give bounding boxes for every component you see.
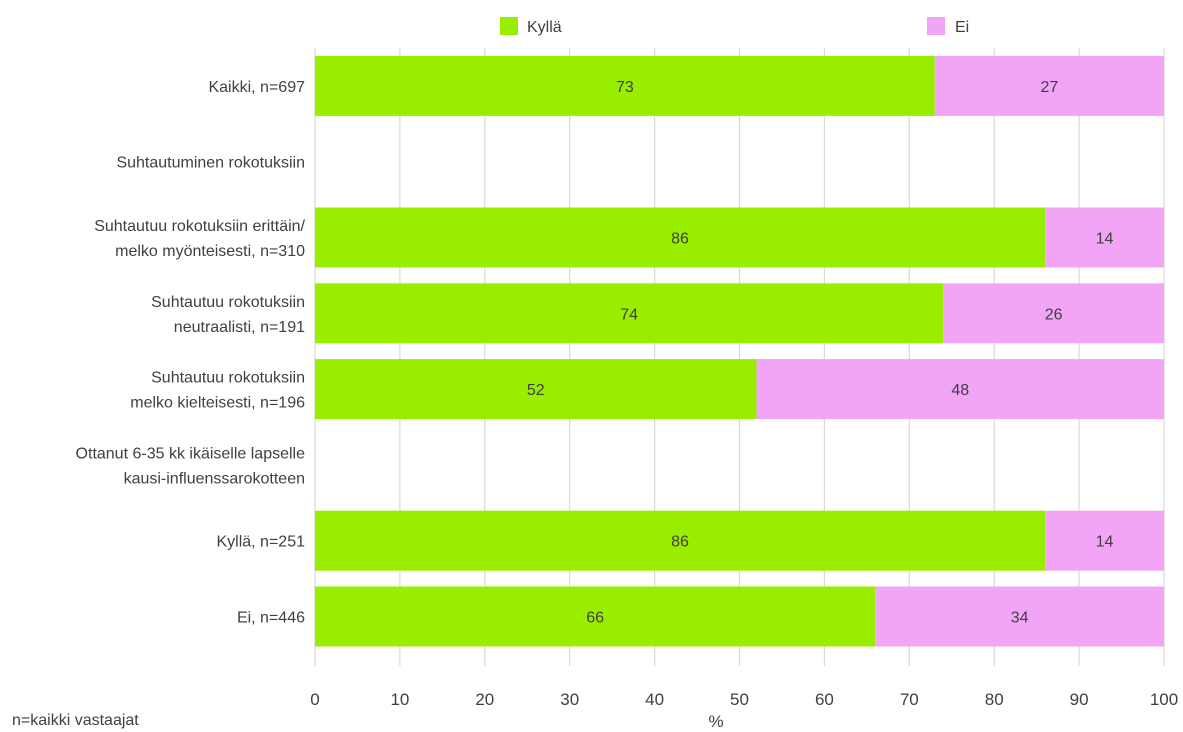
data-label: 74 — [620, 306, 638, 323]
category-label: Ottanut 6-35 kk ikäiselle lapselle kausi-… — [76, 445, 306, 487]
bar-ei — [934, 55, 1164, 116]
data-label: 14 — [1096, 534, 1114, 551]
x-tick-label: 0 — [310, 690, 319, 709]
category-label: Suhtautuu rokotuksiin neutraalisti, n=191 — [151, 294, 305, 336]
x-tick-label: 90 — [1070, 690, 1089, 709]
x-tick-label: 80 — [985, 690, 1004, 709]
category-label: Suhtautuu rokotuksiin erittäin/melko myö… — [94, 218, 305, 260]
x-tick-label: 40 — [645, 690, 664, 709]
bar-kylla — [315, 55, 935, 116]
bars: 73 27 86 14 74 26 52 48 86 14 66 34 — [315, 55, 1164, 647]
category-label: Kyllä, n=251 — [216, 534, 305, 551]
bar-ei — [756, 359, 1164, 420]
legend-swatch — [500, 17, 518, 35]
x-tick-label: 50 — [730, 690, 749, 709]
bar-ei — [875, 586, 1164, 647]
data-label: 14 — [1096, 231, 1114, 248]
gridlines — [314, 48, 1165, 666]
x-tick-label: 70 — [900, 690, 919, 709]
x-tick-label: 30 — [560, 690, 579, 709]
category-label: Suhtautuminen rokotuksiin — [116, 155, 305, 172]
bar-kylla — [315, 359, 757, 420]
data-label: 52 — [527, 382, 545, 399]
data-label: 27 — [1040, 79, 1058, 96]
data-label: 86 — [671, 534, 689, 551]
bar-kylla — [315, 283, 944, 344]
footnote: n=kaikki vastaajat — [12, 712, 139, 729]
legend-swatch — [927, 17, 945, 35]
x-tick-labels: 0 10 20 30 40 50 60 70 80 90 100 — [310, 690, 1178, 709]
x-tick-label: 100 — [1150, 690, 1178, 709]
legend-label: Ei — [955, 19, 969, 36]
bar-ei — [943, 283, 1164, 344]
data-label: 34 — [1011, 610, 1029, 627]
category-label: Kaikki, n=697 — [208, 79, 305, 96]
category-label: Suhtautuu rokotuksiin melko kielteisesti,… — [130, 370, 305, 412]
category-labels: Kaikki, n=697 Suhtautuminen rokotuksiin Su… — [76, 79, 306, 627]
category-label: Ei, n=446 — [237, 610, 305, 627]
legend-label: Kyllä — [527, 19, 562, 36]
data-label: 86 — [671, 231, 689, 248]
bar-kylla — [315, 207, 1046, 268]
x-axis-label: % — [708, 712, 723, 731]
data-label: 73 — [616, 79, 634, 96]
data-label: 66 — [586, 610, 604, 627]
data-label: 48 — [951, 382, 969, 399]
data-label: 26 — [1045, 306, 1063, 323]
legend: Kyllä Ei — [500, 17, 969, 36]
x-tick-label: 20 — [475, 690, 494, 709]
bar-kylla — [315, 586, 876, 647]
bar-ei — [1045, 510, 1164, 571]
x-tick-label: 60 — [815, 690, 834, 709]
bar-ei — [1045, 207, 1164, 268]
x-tick-label: 10 — [390, 690, 409, 709]
bar-kylla — [315, 510, 1046, 571]
